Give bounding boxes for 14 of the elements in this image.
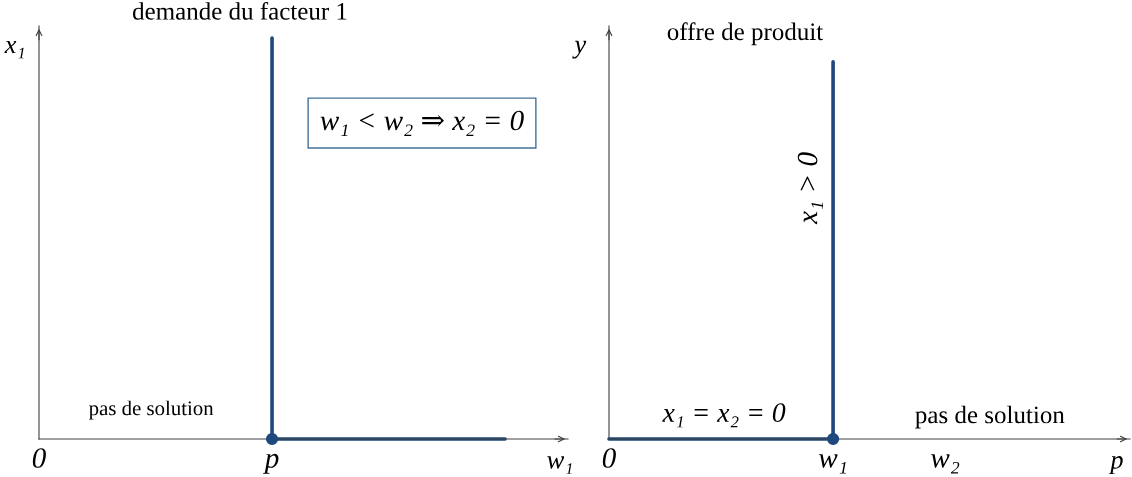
y-axis-title: y (572, 40, 587, 59)
x-tick-label: p (263, 453, 279, 474)
annotation: pas de solution (88, 400, 214, 420)
x-tick-label: w₂ (931, 454, 960, 474)
annotation: w₁ < w₂ ⇒ x₂ = 0 (320, 110, 524, 136)
chart-title: offre de produit (667, 22, 824, 46)
annotation: x₁ > 0 (797, 152, 823, 225)
annotation: pas de solution (915, 405, 1065, 429)
x-tick-label: w₁ (818, 454, 846, 474)
chart-title: demande du facteur 1 (132, 1, 347, 20)
x-tick-label: 0 (602, 448, 616, 468)
y-axis-title: x₁ (4, 40, 24, 59)
x-tick-label: 0 (32, 448, 46, 468)
annotation: x₁ = x₂ = 0 (662, 403, 786, 428)
